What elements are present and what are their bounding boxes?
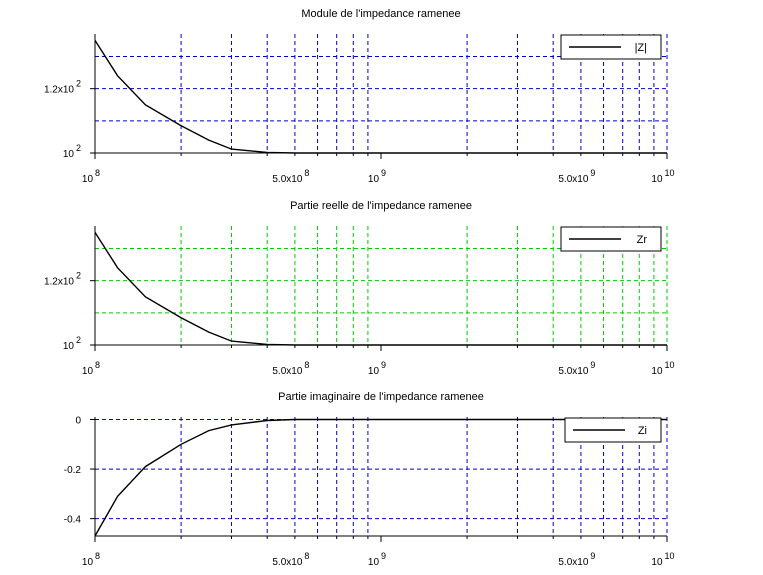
legend-label: Zi: [638, 425, 647, 437]
y-tick-label: -0.2: [64, 465, 82, 476]
series-line-z: [94, 40, 667, 154]
y-tick-label: -0.4: [64, 515, 82, 526]
legend: Zi: [564, 417, 662, 443]
x-tick-label-exponent: 8: [304, 168, 309, 178]
x-tick-label: 1010: [651, 168, 674, 185]
x-tick-label: 108: [82, 551, 100, 568]
x-tick-label-exponent: 9: [381, 551, 386, 561]
x-tick-label-base: 10: [368, 557, 380, 568]
y-tick-label: 0: [75, 415, 81, 426]
x-tick-label-exponent: 8: [304, 551, 309, 561]
legend-label: |Z|: [635, 42, 647, 54]
x-tick-label: 1010: [651, 551, 674, 568]
x-tick-label: 109: [368, 551, 386, 568]
x-tick-label: 109: [368, 168, 386, 185]
x-tick-label-exponent: 9: [590, 168, 595, 178]
x-tick-label-base: 10: [651, 557, 663, 568]
legend: |Z|: [560, 34, 662, 60]
y-tick-label: 1.2x102: [44, 79, 81, 96]
series-line-zr: [94, 232, 667, 346]
x-tick-label-exponent: 9: [590, 551, 595, 561]
y-tick-label-exponent: 2: [76, 335, 81, 345]
x-tick-label: 1010: [651, 360, 674, 377]
x-tick-label-base: 10: [82, 557, 94, 568]
chart-title: Module de l'impedance ramenee: [301, 8, 460, 20]
y-tick-label-base: -0.2: [64, 465, 82, 476]
y-tick-label-base: -0.4: [64, 515, 82, 526]
x-tick-label-base: 10: [368, 174, 380, 185]
x-tick-label-exponent: 8: [304, 360, 309, 370]
x-tick-label: 108: [82, 168, 100, 185]
x-tick-label: 108: [82, 360, 100, 377]
x-tick-label: 109: [368, 360, 386, 377]
x-tick-label: 5.0x109: [558, 168, 595, 185]
y-tick-label: 1.2x102: [44, 271, 81, 288]
x-tick-label-exponent: 8: [95, 551, 100, 561]
x-tick-label: 5.0x108: [272, 168, 309, 185]
y-tick-label-exponent: 2: [76, 143, 81, 153]
x-tick-label: 5.0x109: [558, 551, 595, 568]
x-tick-label-exponent: 10: [665, 168, 675, 178]
x-tick-label: 5.0x108: [272, 360, 309, 377]
x-tick-label-base: 5.0x10: [558, 174, 588, 185]
x-tick-label-exponent: 9: [590, 360, 595, 370]
y-tick-label-base: 1.2x10: [44, 85, 74, 96]
x-tick-label: 5.0x108: [272, 551, 309, 568]
x-tick-label-exponent: 10: [665, 360, 675, 370]
chart-title: Partie reelle de l'impedance ramenee: [290, 200, 472, 212]
y-tick-label: 102: [63, 335, 81, 352]
series-line-zi: [94, 418, 667, 537]
legend: Zr: [560, 226, 662, 252]
x-tick-label-base: 5.0x10: [558, 557, 588, 568]
legend-label: Zr: [637, 234, 648, 246]
x-tick-label-exponent: 8: [95, 360, 100, 370]
x-tick-label-exponent: 8: [95, 168, 100, 178]
y-tick-label-base: 0: [75, 415, 81, 426]
y-tick-label-base: 10: [63, 341, 75, 352]
x-tick-label-base: 10: [82, 366, 94, 377]
x-tick-label-base: 10: [651, 366, 663, 377]
x-tick-label-base: 10: [368, 366, 380, 377]
chart-panel-3: Partie imaginaire de l'impedance ramenee…: [64, 391, 675, 568]
x-tick-label-base: 10: [82, 174, 94, 185]
y-tick-label-base: 1.2x10: [44, 277, 74, 288]
x-tick-label-exponent: 10: [665, 551, 675, 561]
x-tick-label-base: 5.0x10: [272, 557, 302, 568]
chart-panel-1: Module de l'impedance ramenee1085.0x1081…: [44, 8, 675, 185]
y-tick-label-exponent: 2: [76, 271, 81, 281]
x-tick-label-base: 5.0x10: [558, 366, 588, 377]
y-tick-label-base: 10: [63, 149, 75, 160]
x-tick-label: 5.0x109: [558, 360, 595, 377]
chart-title: Partie imaginaire de l'impedance ramenee: [278, 391, 484, 403]
chart-panel-2: Partie reelle de l'impedance ramenee1085…: [44, 200, 675, 377]
y-tick-label: 102: [63, 143, 81, 160]
x-tick-label-base: 10: [651, 174, 663, 185]
x-tick-label-base: 5.0x10: [272, 174, 302, 185]
x-tick-label-exponent: 9: [381, 360, 386, 370]
x-tick-label-base: 5.0x10: [272, 366, 302, 377]
y-tick-label-exponent: 2: [76, 79, 81, 89]
x-tick-label-exponent: 9: [381, 168, 386, 178]
